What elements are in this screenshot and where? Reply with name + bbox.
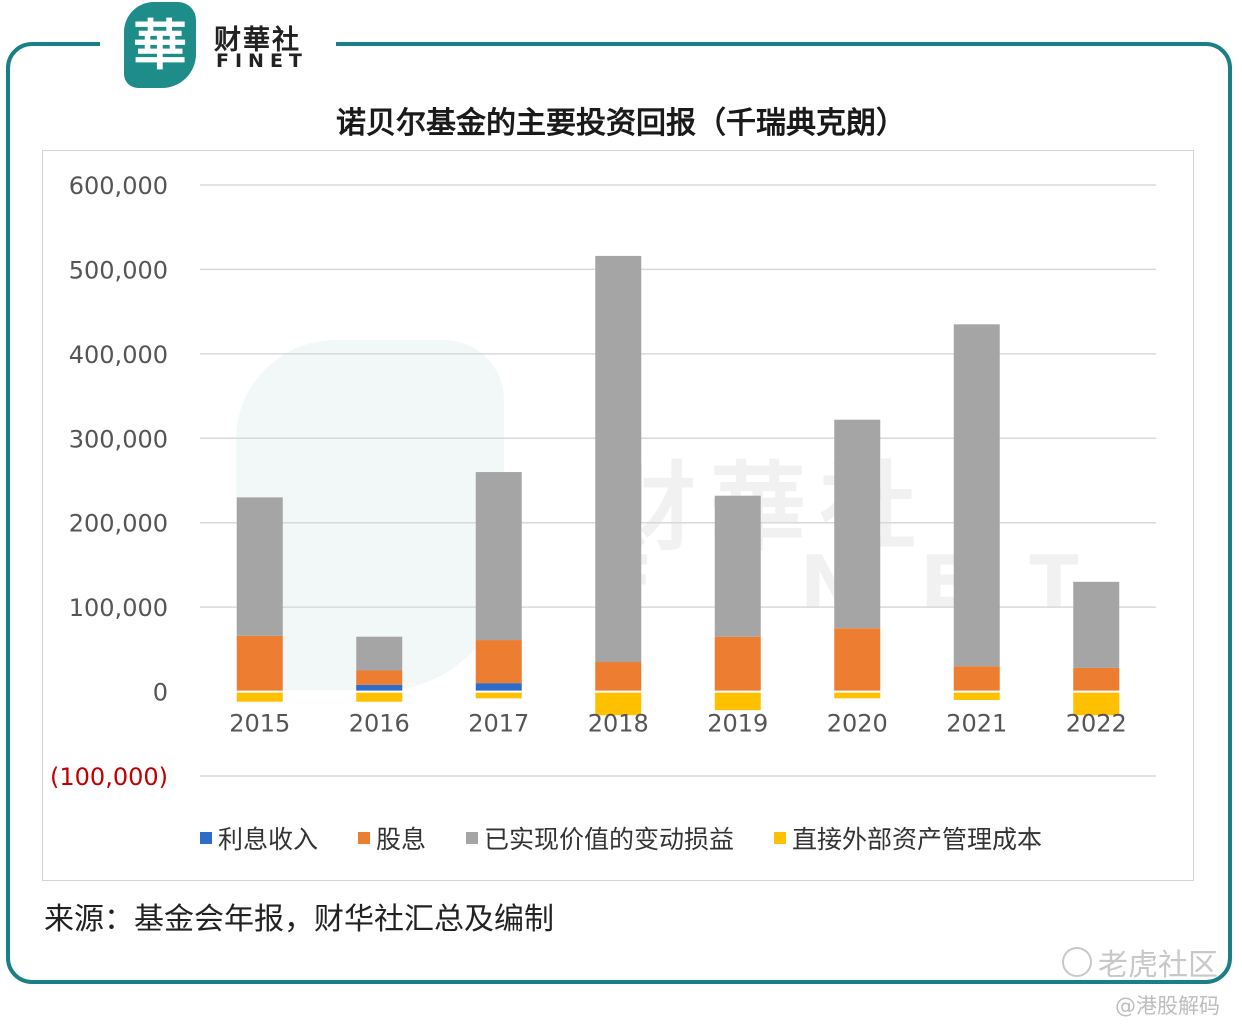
legend-label-interest: 利息收入 (217, 825, 318, 854)
legend-item-interest: 利息收入 (199, 820, 318, 856)
chart-title: 诺贝尔基金的主要投资回报（千瑞典克朗） (336, 106, 906, 141)
outer-frame (6, 42, 1232, 984)
legend-item-realized-gains: 已实现价值的变动损益 (466, 820, 734, 856)
bar-segment (236, 635, 283, 692)
y-tick-label: 600,000 (69, 172, 168, 200)
bar-segment (595, 662, 642, 692)
x-tick-label: 2020 (827, 710, 888, 738)
y-tick-label: (100,000) (50, 763, 168, 791)
community-watermark-text: 老虎社区 (1098, 948, 1218, 983)
bar-segment (834, 419, 881, 629)
bar-segment (834, 691, 881, 699)
x-tick-label: 2018 (588, 710, 649, 738)
tiger-community-icon (1062, 947, 1092, 977)
y-tick-label: 100,000 (69, 594, 168, 622)
y-tick-label: 0 (153, 679, 168, 707)
legend-item-management-cost: 直接外部资产管理成本 (774, 820, 1042, 856)
y-tick-label: 400,000 (69, 341, 168, 369)
y-tick-label: 300,000 (69, 425, 168, 453)
bar-segment (953, 691, 1000, 701)
x-tick-label: 2016 (349, 710, 410, 738)
bar-segment (475, 472, 522, 641)
chart-area (42, 150, 1194, 881)
legend: 利息收入 股息 已实现价值的变动损益 直接外部资产管理成本 (0, 820, 1242, 856)
legend-label-management-cost: 直接外部资产管理成本 (792, 825, 1043, 854)
y-tick-label: 200,000 (69, 510, 168, 538)
bar-segment (953, 324, 1000, 667)
author-handle: @港股解码 (1115, 994, 1220, 1018)
x-tick-label: 2015 (229, 710, 290, 738)
bar-segment (356, 684, 403, 692)
bar-segment (953, 666, 1000, 692)
legend-swatch-management-cost (774, 832, 787, 844)
legend-label-dividend: 股息 (375, 825, 426, 854)
bar-segment (714, 495, 761, 637)
x-tick-label: 2021 (946, 710, 1007, 738)
bar-segment (1073, 581, 1120, 668)
bar-segment (595, 255, 642, 663)
finet-logo-en: FINET (216, 50, 308, 72)
x-tick-label: 2017 (468, 710, 529, 738)
bar-segment (356, 636, 403, 671)
finet-logo-cn: 财華社 (214, 25, 301, 56)
legend-label-realized-gains: 已实现价值的变动损益 (484, 825, 735, 854)
bar-segment (356, 691, 403, 702)
finet-logo-mark: 華 (124, 2, 196, 88)
bar-segment (1073, 667, 1120, 692)
x-tick-label: 2022 (1066, 710, 1127, 738)
legend-swatch-dividend (357, 832, 370, 844)
bar-segment (714, 636, 761, 692)
bar-segment (595, 691, 642, 716)
community-watermark: 老虎社区 (1062, 940, 1218, 984)
bar-segment (475, 691, 522, 699)
y-tick-label: 500,000 (69, 256, 168, 284)
bar-segment (714, 691, 761, 711)
x-tick-label: 2019 (707, 710, 768, 738)
bar-segment (834, 628, 881, 692)
bar-segment (236, 497, 283, 636)
bar-segment (356, 670, 403, 685)
legend-item-dividend: 股息 (357, 820, 426, 856)
legend-swatch-interest (199, 832, 212, 844)
source-note: 来源：基金会年报，财华社汇总及编制 (44, 902, 554, 937)
bar-segment (1073, 691, 1120, 716)
bar-segment (475, 683, 522, 692)
legend-swatch-realized-gains (466, 832, 478, 844)
bar-segment (475, 640, 522, 684)
bar-segment (236, 691, 283, 702)
